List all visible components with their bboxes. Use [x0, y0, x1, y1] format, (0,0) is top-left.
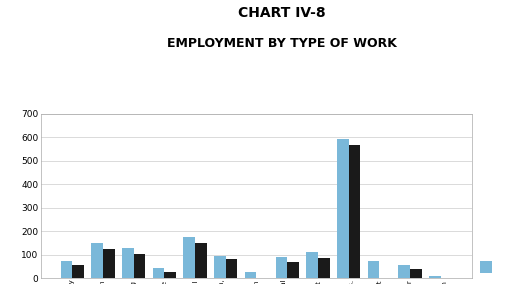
Bar [349, 145, 360, 278]
Bar [398, 265, 410, 278]
Bar [429, 276, 441, 278]
Bar [226, 260, 238, 278]
Bar [318, 258, 329, 278]
Bar [306, 252, 318, 278]
Bar [287, 262, 299, 278]
Bar [153, 268, 164, 278]
Bar [164, 272, 176, 278]
Text: CHART IV-8: CHART IV-8 [239, 6, 326, 20]
Bar [72, 265, 84, 278]
Bar [214, 256, 226, 278]
Bar [337, 139, 349, 278]
Bar [410, 269, 422, 278]
Bar [61, 261, 72, 278]
Bar [91, 243, 103, 278]
Bar [275, 257, 287, 278]
Bar [195, 243, 207, 278]
Text: EMPLOYMENT BY TYPE OF WORK: EMPLOYMENT BY TYPE OF WORK [167, 37, 397, 50]
Bar [245, 272, 256, 278]
Bar [184, 237, 195, 278]
Bar [134, 254, 145, 278]
Bar [103, 249, 115, 278]
Bar [368, 261, 379, 278]
Bar [122, 248, 134, 278]
